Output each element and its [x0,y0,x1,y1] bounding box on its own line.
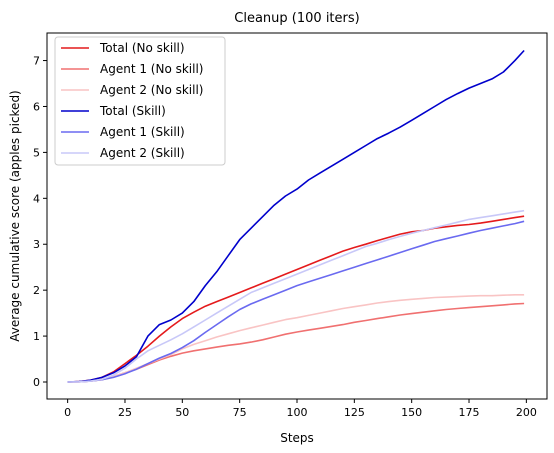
x-tick-label-0: 0 [64,406,71,419]
x-tick-label-4: 100 [287,406,308,419]
chart-title: Cleanup (100 iters) [234,11,359,26]
x-tick-label-7: 175 [459,406,480,419]
y-tick-label-3: 3 [33,238,40,251]
y-tick-label-6: 6 [33,100,40,113]
x-axis-label: Steps [280,431,314,445]
legend-label-5: Agent 2 (Skill) [100,146,185,160]
y-axis-label: Average cumulative score (apples picked) [8,90,22,341]
legend-frame [54,36,226,166]
series-line-5 [67,209,525,383]
legend: Total (No skill) Agent 1 (No skill) Agent … [54,36,226,166]
ticks-layer: 0 25 50 75 100 125 150 175 200 0 1 2 3 4 5 6 7 [33,55,537,419]
x-tick-label-3: 75 [233,406,247,419]
legend-label-3: Total (Skill) [99,104,166,118]
y-tick-label-2: 2 [33,284,40,297]
y-tick-label-1: 1 [33,330,40,343]
legend-label-2: Agent 2 (No skill) [100,83,203,97]
series-line-3 [67,49,525,383]
x-tick-label-2: 50 [175,406,189,419]
y-tick-label-4: 4 [33,192,40,205]
legend-label-0: Total (No skill) [99,41,185,55]
y-tick-label-5: 5 [33,146,40,159]
series-line-4 [67,220,525,383]
x-tick-label-1: 25 [118,406,132,419]
series-layer [67,49,525,383]
legend-label-1: Agent 1 (No skill) [100,62,203,76]
series-line-1 [67,302,525,383]
y-tick-label-7: 7 [33,55,40,68]
legend-label-4: Agent 1 (Skill) [100,125,185,139]
y-tick-label-0: 0 [33,376,40,389]
plot-frame [46,32,548,400]
x-tick-label-6: 150 [401,406,422,419]
x-tick-label-8: 200 [516,406,537,419]
series-line-0 [67,215,525,383]
x-tick-label-5: 125 [344,406,365,419]
